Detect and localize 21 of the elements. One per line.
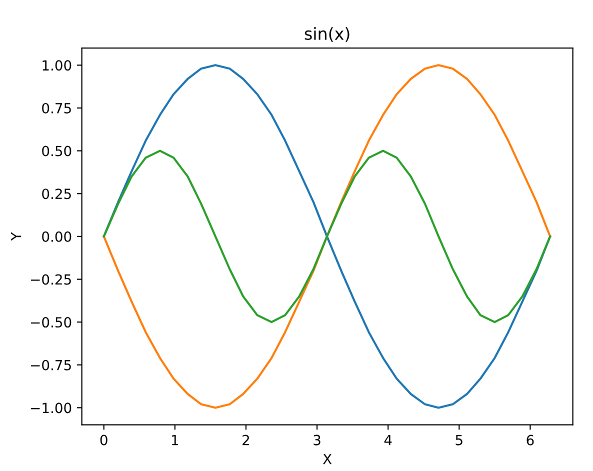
line-series: [102, 150, 552, 324]
x-tick-label: 6: [526, 434, 534, 446]
chart-title: sin(x): [304, 27, 350, 42]
line-series: [102, 64, 552, 409]
x-axis-title: X: [322, 454, 332, 464]
x-tick-label: 2: [242, 434, 250, 446]
x-tick-label: 4: [384, 434, 392, 446]
y-axis-title: Y: [10, 232, 22, 241]
y-tick-label: −0.50: [31, 317, 72, 328]
y-tick-label: −0.25: [31, 274, 71, 285]
y-tick-label: 0.50: [42, 146, 72, 156]
y-tick-label: 1.00: [42, 60, 72, 71]
y-tick-label: −0.75: [31, 360, 71, 370]
x-tick-label: 3: [314, 434, 320, 446]
x-tick-label: 0: [100, 434, 108, 446]
y-tick-label: −1.00: [31, 402, 72, 414]
x-tick-label: 1: [172, 434, 178, 446]
y-tick-label: 0.25: [42, 188, 71, 200]
y-tick-label: 0.75: [42, 102, 71, 114]
x-tick-label: 5: [456, 434, 462, 446]
y-tick-label: 0.00: [42, 231, 72, 242]
